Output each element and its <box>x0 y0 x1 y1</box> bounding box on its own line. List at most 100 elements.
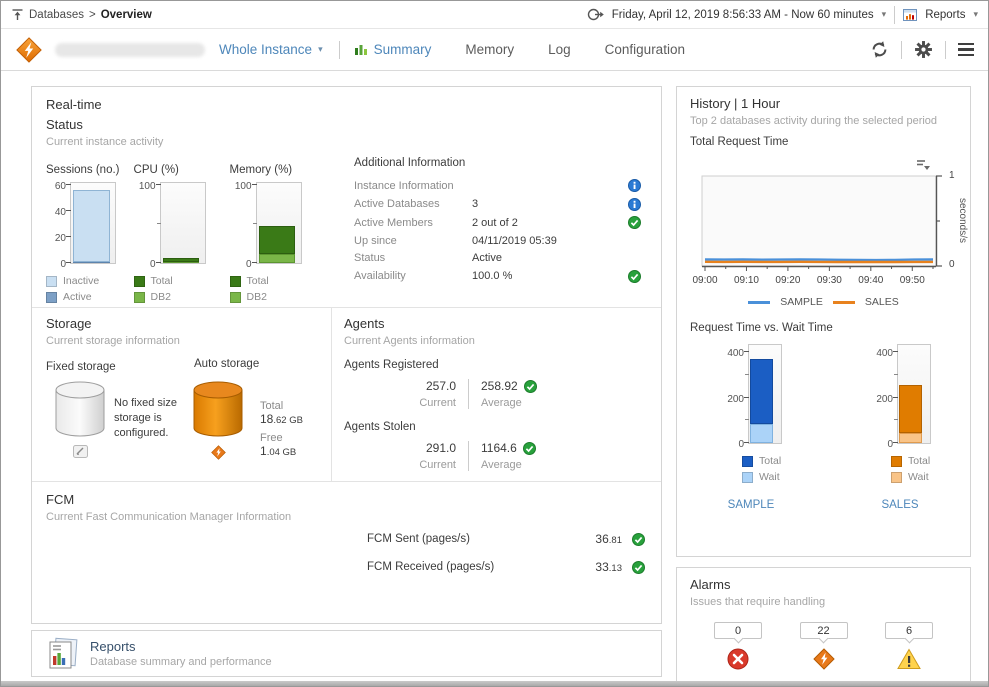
total-label: Total <box>260 400 284 412</box>
time-range-caret-icon[interactable]: ▾ <box>881 9 887 19</box>
tab-memory-label: Memory <box>465 42 515 57</box>
chart-options-icon[interactable] <box>916 159 930 171</box>
legend-label: SAMPLE <box>780 296 823 308</box>
sessions-chart-title: Sessions (no.) <box>46 164 120 176</box>
legend-label: DB2 <box>150 291 171 303</box>
reports-menu[interactable]: Reports <box>925 8 966 21</box>
scope-selector[interactable]: Whole Instance ▾ <box>219 42 323 57</box>
fcm-sent-row: FCM Sent (pages/s) 36.81 <box>367 532 645 546</box>
critical-alarm-group[interactable]: 22 <box>799 622 848 670</box>
fcm-received-value: 33.13 <box>595 560 622 574</box>
axis-label: 09:40 <box>858 275 884 286</box>
breadcrumb-root[interactable]: Databases <box>29 8 84 21</box>
warning-alarm-group[interactable]: 6 <box>885 622 933 670</box>
legend-label: Total <box>759 455 782 467</box>
legend-label: Total <box>246 275 269 287</box>
legend-swatch <box>229 275 241 287</box>
request-vs-wait-label: Request Time vs. Wait Time <box>690 322 833 334</box>
additional-information: Additional Information Instance Informat… <box>354 157 646 288</box>
warning-alarm-icon[interactable] <box>897 648 921 670</box>
legend-swatch <box>832 300 855 304</box>
sales-request-wait-chart: 0 200 400 <box>869 344 931 450</box>
tab-log-label: Log <box>548 42 571 57</box>
legend-label: Inactive <box>63 275 100 287</box>
legend-swatch <box>742 471 753 483</box>
fatal-alarm-count[interactable]: 0 <box>714 622 762 639</box>
fcm-description: Current Fast Communication Manager Infor… <box>46 511 292 523</box>
tab-bar: Summary Memory Log Configuration <box>354 42 685 57</box>
info-icon[interactable] <box>628 179 641 192</box>
sales-db-link[interactable]: SALES <box>881 499 919 511</box>
legend-label: Total <box>150 275 173 287</box>
edit-storage-icon[interactable] <box>72 445 88 458</box>
registered-current-value: 257.0 <box>425 379 456 393</box>
legend-swatch <box>891 455 902 467</box>
sessions-legend: Inactive Active <box>46 271 120 303</box>
critical-alarm-icon[interactable] <box>812 648 835 670</box>
tab-summary-label: Summary <box>373 42 432 57</box>
auto-storage-label: Auto storage <box>194 358 260 370</box>
divider <box>338 40 340 59</box>
tab-configuration[interactable]: Configuration <box>605 42 685 57</box>
cpu-legend: Total DB2 <box>133 271 206 303</box>
stolen-average-value: 1164.6 <box>481 441 517 455</box>
bar-segment-total <box>258 225 296 254</box>
bar-segment-total <box>162 257 200 262</box>
alarms-panel: Alarms Issues that require handling 0 22… <box>676 567 971 684</box>
tab-log[interactable]: Log <box>548 42 571 57</box>
fatal-alarm-group[interactable]: 0 <box>714 622 762 670</box>
legend-swatch <box>748 300 771 304</box>
reports-panel-subtitle: Database summary and performance <box>90 656 272 668</box>
status-ok-icon <box>523 379 537 393</box>
fatal-alarm-icon[interactable] <box>727 648 749 670</box>
reports-panel[interactable]: Reports Database summary and performance <box>31 630 662 677</box>
fcm-sent-value: 36.81 <box>595 532 622 546</box>
sales-chart-block: 0 200 400 Total Wait SALES <box>869 344 931 511</box>
fixed-storage-cylinder <box>54 380 106 463</box>
foglight-logo-icon <box>16 36 42 63</box>
bar-segment-active <box>73 262 110 263</box>
sample-db-link[interactable]: SAMPLE <box>727 499 775 511</box>
instance-name-redacted <box>55 42 205 57</box>
topology-icon <box>12 9 23 20</box>
auto-storage-values: Total 18.62 GB Free 1.04 GB <box>260 394 303 458</box>
memory-legend: Total DB2 <box>229 271 302 303</box>
legend-swatch <box>742 455 753 467</box>
info-icon[interactable] <box>628 197 641 211</box>
storage-description: Current storage information <box>46 335 180 347</box>
reports-caret-icon[interactable]: ▾ <box>973 9 978 19</box>
legend-label: Wait <box>908 471 929 483</box>
refresh-icon[interactable] <box>870 40 889 59</box>
storage-warning-icon[interactable] <box>210 445 226 460</box>
reports-document-icon <box>49 637 78 668</box>
bar-segment-db2 <box>162 261 200 263</box>
status-title: Status <box>46 117 83 132</box>
legend-swatch <box>891 471 902 483</box>
menu-hamburger-icon[interactable] <box>958 40 974 60</box>
tab-summary[interactable]: Summary <box>354 42 432 57</box>
settings-gear-icon[interactable] <box>914 40 933 59</box>
realtime-title: Real-time <box>46 97 102 112</box>
tab-memory[interactable]: Memory <box>465 42 514 57</box>
info-row: Up since 04/11/2019 05:39 <box>354 234 557 247</box>
agents-stolen-values: 291.0 Current 1164.6 Average <box>384 441 651 471</box>
breadcrumb-separator: > <box>88 8 96 21</box>
sample-chart-block: 0 200 400 Total Wait SAMPLE <box>720 344 782 511</box>
time-range-selector[interactable]: Friday, April 12, 2019 8:56:33 AM - Now … <box>611 8 874 21</box>
auto-storage-cylinder <box>192 380 244 465</box>
summary-icon <box>354 45 367 55</box>
total-request-time-chart: 1 0 seconds/s 09:00 09:10 09:20 09:30 09:40 09:5… <box>692 170 968 294</box>
bar-segment-total <box>750 358 774 424</box>
divider <box>894 5 896 24</box>
axis-label: 09:00 <box>692 275 718 286</box>
bar-segment-inactive <box>73 190 110 263</box>
storage-title: Storage <box>46 316 92 331</box>
breadcrumb-current: Overview <box>100 8 152 21</box>
sample-request-wait-chart: 0 200 400 <box>720 344 782 450</box>
memory-chart: 0 100 <box>230 181 302 270</box>
time-range-icon <box>587 8 604 21</box>
status-ok-icon <box>632 560 645 574</box>
cpu-chart-title: CPU (%) <box>133 164 179 176</box>
reports-panel-title[interactable]: Reports <box>90 639 136 654</box>
bar-segment-db2 <box>258 253 296 263</box>
